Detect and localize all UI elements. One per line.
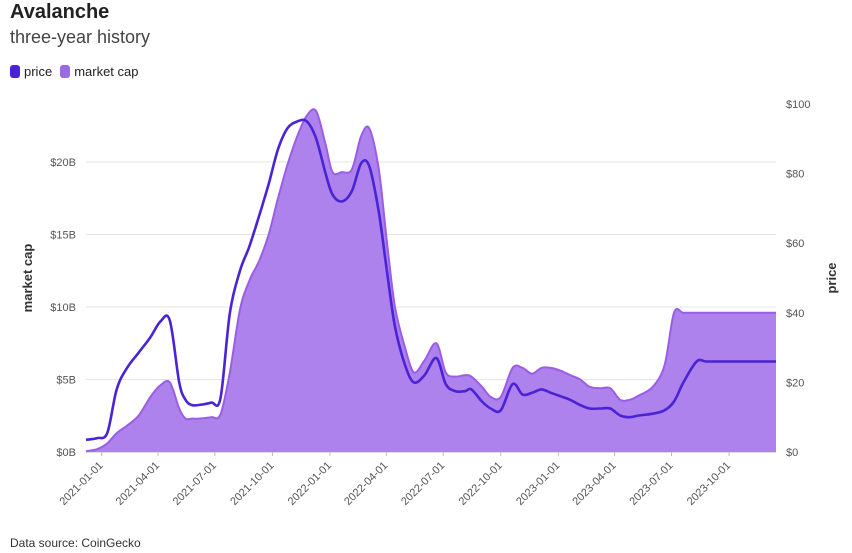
chart-subtitle: three-year history — [10, 27, 151, 47]
y-right-axis-title: price — [824, 262, 839, 293]
legend: price market cap — [10, 64, 139, 79]
y-left-tick-label: $20B — [50, 157, 76, 169]
y-right-tick-label: $40 — [786, 308, 804, 320]
y-left-tick-label: $0B — [56, 447, 76, 459]
y-left-tick-label: $10B — [50, 302, 76, 314]
y-right-tick-label: $20 — [786, 377, 804, 389]
legend-item-price[interactable]: price — [10, 64, 52, 79]
legend-swatch-market-cap — [60, 65, 71, 78]
y-right-tick-label: $80 — [786, 169, 804, 181]
y-right-tick-label: $0 — [786, 447, 798, 459]
x-tick-label: 2022-07-01 — [399, 460, 447, 508]
y-right-tick-label: $60 — [786, 238, 804, 250]
y-left-tick-label: $5B — [56, 375, 76, 387]
x-tick-label: 2022-04-01 — [342, 460, 390, 508]
x-tick-label: 2021-01-01 — [57, 460, 105, 508]
legend-swatch-price — [10, 65, 20, 78]
x-tick-label: 2023-01-01 — [514, 460, 562, 508]
series-price-line — [85, 118, 776, 442]
y-left-tick-label: $15B — [50, 230, 76, 242]
legend-label-market-cap: market cap — [74, 64, 139, 79]
chart-title: Avalanche — [10, 1, 110, 23]
x-tick-label: 2022-10-01 — [457, 460, 505, 508]
x-tick-label: 2023-10-01 — [685, 460, 733, 508]
series-market-cap-area — [86, 109, 776, 452]
y-right-tick-label: $100 — [786, 99, 810, 111]
x-tick-label: 2023-04-01 — [570, 460, 618, 508]
x-tick-label: 2021-04-01 — [114, 460, 162, 508]
x-tick-label: 2021-07-01 — [171, 460, 219, 508]
legend-item-market-cap[interactable]: market cap — [60, 64, 139, 79]
y-left-axis-title: market cap — [20, 244, 35, 313]
x-tick-label: 2023-07-01 — [627, 460, 675, 508]
data-source-note: Data source: CoinGecko — [10, 536, 141, 550]
x-tick-label: 2021-10-01 — [228, 460, 276, 508]
x-tick-label: 2022-01-01 — [286, 460, 334, 508]
series-market-cap-line — [85, 108, 776, 453]
legend-label-price: price — [24, 64, 53, 79]
